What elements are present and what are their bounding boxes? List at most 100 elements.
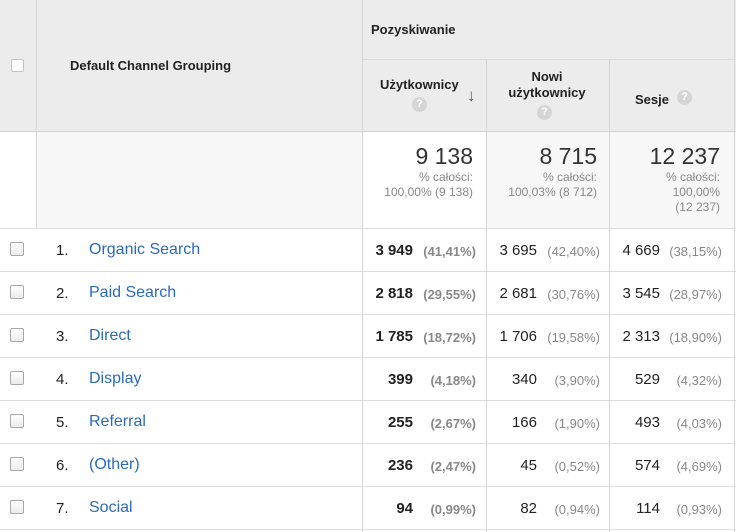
users-percent: (29,55%) [423,287,476,302]
total-sessions-count: (12 237) [675,200,720,214]
row-index: 5. [56,414,69,431]
total-new-users: 8 715 % całości: 100,03% (8 712) [487,143,597,200]
new-users-value: 3 695 [499,242,537,259]
divider [0,131,736,132]
table-row: 7. Social 94 (0,99%) 82 (0,94%) 114 (0,9… [0,487,736,530]
divider [734,0,735,532]
divider [363,59,736,60]
sessions-value: 574 [634,457,660,474]
total-new-users-value: 8 715 [539,143,597,169]
new-users-value: 166 [511,414,537,431]
sessions-value: 4 669 [622,242,660,259]
divider [0,228,736,229]
new-users-percent: (3,90%) [554,373,600,388]
total-sessions-percent: 100,00% [672,185,720,199]
total-users-value: 9 138 [415,143,473,169]
users-percent: (4,18%) [430,373,476,388]
sessions-value: 529 [634,371,660,388]
channel-link[interactable]: Paid Search [89,284,177,301]
sessions-value: 114 [636,500,660,517]
row-checkbox[interactable] [10,242,24,256]
row-index: 6. [56,457,69,474]
new-users-value: 2 681 [499,285,537,302]
row-index: 1. [56,242,69,259]
row-checkbox[interactable] [10,457,24,471]
row-checkbox[interactable] [10,285,24,299]
row-index: 7. [56,500,69,517]
new-users-value: 45 [520,457,537,474]
divider [0,314,736,315]
column-header-new-users-line2: użytkownicy [508,85,586,100]
total-users-percent: 100,00% (9 138) [384,185,473,199]
sessions-percent: (28,97%) [669,287,722,302]
new-users-percent: (42,40%) [547,244,600,259]
divider [362,0,363,532]
row-checkbox[interactable] [10,328,24,342]
row-index: 4. [56,371,69,388]
table-row: 6. (Other) 236 (2,47%) 45 (0,52%) 574 (4… [0,444,736,487]
row-checkbox[interactable] [10,500,24,514]
users-value: 2 818 [375,285,413,302]
total-sessions-value: 12 237 [649,143,720,169]
users-percent: (0,99%) [430,502,476,517]
table-row: 5. Referral 255 (2,67%) 166 (1,90%) 493 … [0,401,736,444]
users-value: 255 [387,414,413,431]
channel-link[interactable]: Social [89,499,133,516]
users-value: 236 [387,457,413,474]
users-percent: (18,72%) [423,330,476,345]
total-new-users-label: % całości: [542,170,597,184]
new-users-percent: (30,76%) [547,287,600,302]
channel-link[interactable]: (Other) [89,456,140,473]
sort-descending-arrow-icon[interactable]: ↓ [467,86,476,105]
sessions-value: 2 313 [622,328,660,345]
divider [36,0,37,229]
total-users-label: % całości: [418,170,473,184]
new-users-percent: (1,90%) [554,416,600,431]
column-header-users[interactable]: Użytkownicy ? ↓ [363,60,486,132]
users-percent: (41,41%) [423,244,476,259]
dimension-column-header[interactable]: Default Channel Grouping [70,58,232,73]
sessions-help-icon[interactable]: ? [677,90,692,105]
table-header [0,0,736,132]
sessions-percent: (0,93%) [676,502,722,517]
select-all-checkbox[interactable] [11,59,24,72]
total-sessions: 12 237 % całości: 100,00% (12 237) [610,143,720,215]
new-users-value: 340 [511,371,537,388]
table-row: 2. Paid Search 2 818 (29,55%) 2 681 (30,… [0,272,736,315]
sessions-percent: (4,32%) [676,373,722,388]
users-percent: (2,47%) [430,459,476,474]
column-header-sessions[interactable]: Sesje ? [610,60,736,132]
row-checkbox[interactable] [10,414,24,428]
new-users-value: 82 [520,500,537,517]
row-checkbox[interactable] [10,371,24,385]
table-row: 1. Organic Search 3 949 (41,41%) 3 695 (… [0,229,736,272]
users-value: 1 785 [375,328,413,345]
sessions-percent: (4,69%) [676,459,722,474]
channel-link[interactable]: Display [89,370,142,387]
group-header-acquisition: Pozyskiwanie [371,22,456,37]
channel-link[interactable]: Organic Search [89,241,201,258]
total-sessions-label: % całości: [665,170,720,184]
column-header-sessions-label: Sesje [635,92,669,107]
new-users-help-icon[interactable]: ? [537,105,552,120]
sessions-percent: (38,15%) [669,244,722,259]
divider [0,486,736,487]
row-index: 2. [56,285,69,302]
sessions-percent: (18,90%) [669,330,722,345]
divider [0,443,736,444]
sessions-value: 493 [634,414,660,431]
users-help-icon[interactable]: ? [412,97,427,112]
users-percent: (2,67%) [430,416,476,431]
sessions-percent: (4,03%) [676,416,722,431]
sessions-value: 3 545 [622,285,660,302]
new-users-percent: (0,94%) [554,502,600,517]
channel-link[interactable]: Referral [89,413,146,430]
channel-link[interactable]: Direct [89,327,131,344]
column-header-new-users-line1: Nowi [531,69,563,84]
new-users-percent: (19,58%) [547,330,600,345]
divider [486,60,487,532]
users-value: 3 949 [375,242,413,259]
column-header-new-users[interactable]: Nowi użytkownicy ? [487,60,609,132]
divider [0,271,736,272]
